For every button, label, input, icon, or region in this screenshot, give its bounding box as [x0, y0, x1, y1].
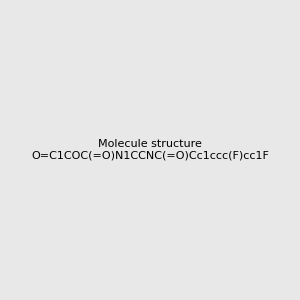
Text: Molecule structure
O=C1COC(=O)N1CCNC(=O)Cc1ccc(F)cc1F: Molecule structure O=C1COC(=O)N1CCNC(=O)… — [31, 139, 269, 161]
